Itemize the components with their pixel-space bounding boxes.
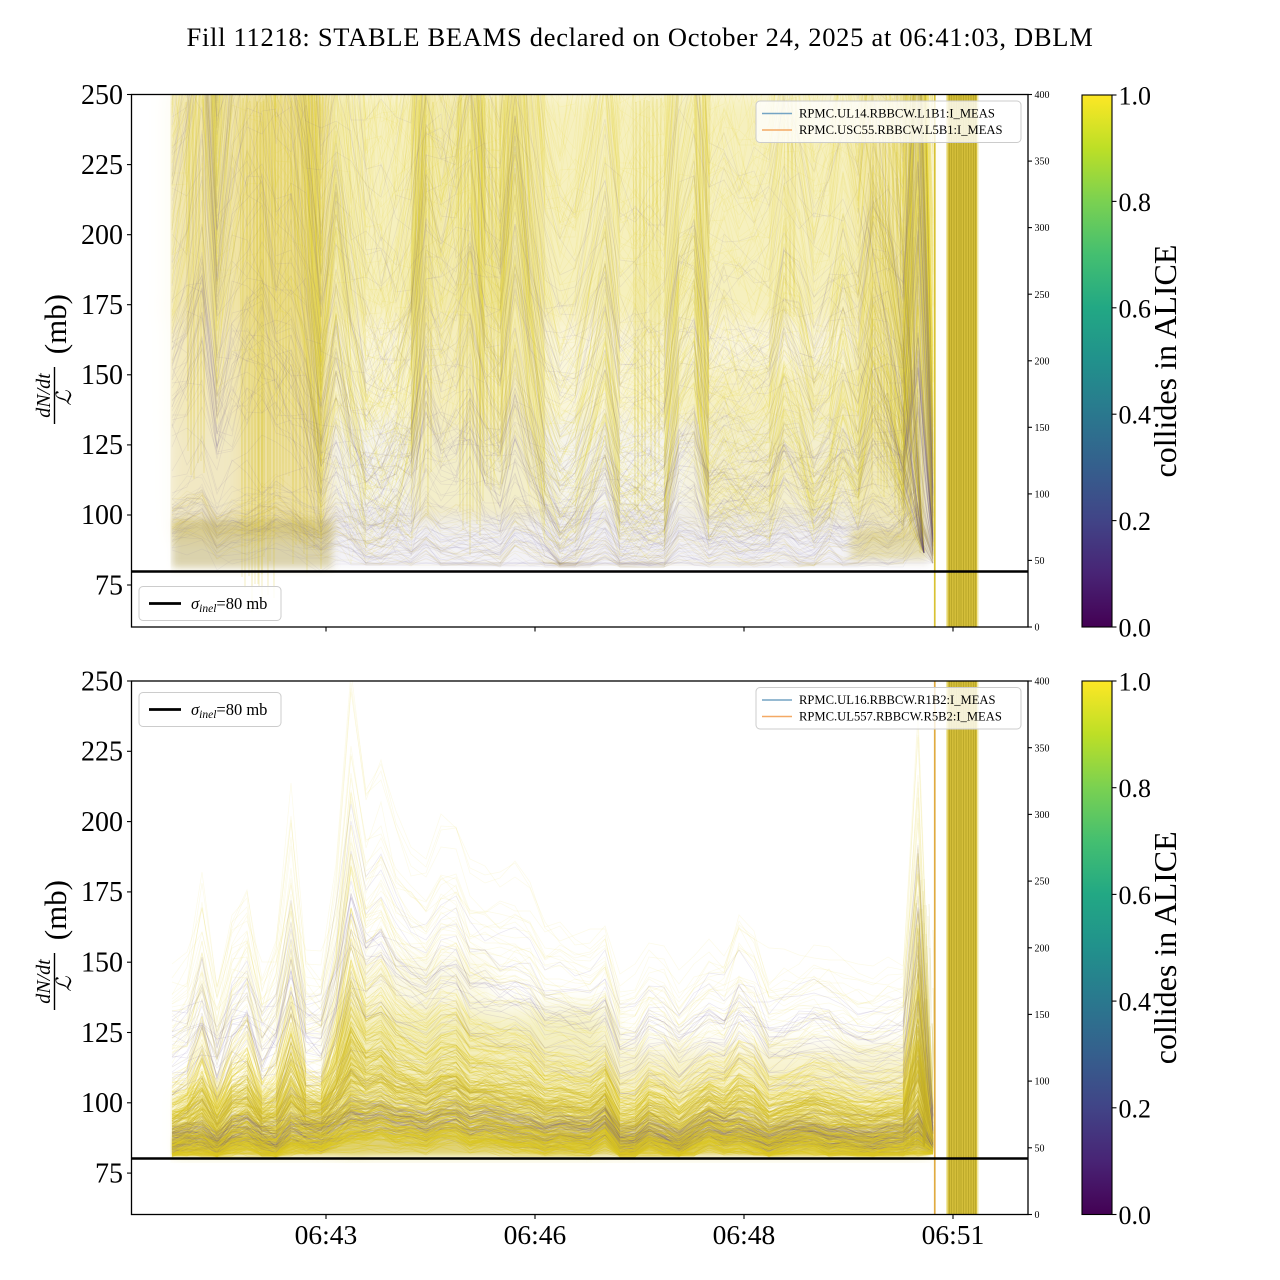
svg-text:250: 250 [1035, 290, 1050, 301]
svg-text:175: 175 [81, 290, 123, 321]
svg-text:06:46: 06:46 [504, 1219, 567, 1250]
svg-text:100: 100 [81, 500, 123, 531]
svg-text:0: 0 [1035, 623, 1040, 634]
svg-text:225: 225 [81, 737, 123, 768]
svg-text:0.6: 0.6 [1119, 294, 1152, 323]
svg-text:(mb): (mb) [38, 880, 73, 948]
svg-text:collides in ALICE: collides in ALICE [1147, 245, 1183, 478]
svg-text:200: 200 [81, 220, 123, 251]
svg-text:0.8: 0.8 [1119, 774, 1152, 803]
svg-text:100: 100 [1035, 1077, 1050, 1088]
svg-text:Fill 11218: STABLE BEAMS decla: Fill 11218: STABLE BEAMS declared on Oct… [187, 22, 1094, 52]
svg-text:ℒ: ℒ [52, 390, 76, 406]
svg-text:100: 100 [1035, 490, 1050, 501]
svg-text:1.0: 1.0 [1119, 82, 1152, 111]
svg-text:collides in ALICE: collides in ALICE [1147, 831, 1183, 1064]
svg-text:250: 250 [81, 80, 123, 111]
svg-text:RPMC.UL557.RBBCW.R5B2:I_MEAS: RPMC.UL557.RBBCW.R5B2:I_MEAS [799, 710, 1002, 724]
svg-text:175: 175 [81, 877, 123, 908]
svg-text:0.4: 0.4 [1119, 988, 1152, 1017]
svg-text:125: 125 [81, 1018, 123, 1049]
svg-text:0.0: 0.0 [1119, 1201, 1152, 1230]
svg-text:ℒ: ℒ [52, 976, 76, 992]
svg-text:dN/dt: dN/dt [33, 373, 55, 418]
svg-text:σinel=80 mb: σinel=80 mb [191, 594, 267, 615]
svg-text:250: 250 [1035, 877, 1050, 888]
svg-text:0.8: 0.8 [1119, 188, 1152, 217]
svg-text:dN/dt: dN/dt [33, 959, 55, 1004]
svg-text:75: 75 [95, 1158, 123, 1189]
svg-text:50: 50 [1035, 1143, 1045, 1154]
svg-text:100: 100 [81, 1088, 123, 1119]
svg-text:150: 150 [1035, 423, 1050, 434]
svg-text:RPMC.UL14.RBBCW.L1B1:I_MEAS: RPMC.UL14.RBBCW.L1B1:I_MEAS [799, 107, 995, 121]
svg-text:06:43: 06:43 [295, 1219, 358, 1250]
svg-text:σinel=80 mb: σinel=80 mb [191, 700, 267, 721]
svg-text:06:51: 06:51 [922, 1219, 985, 1250]
svg-text:400: 400 [1035, 677, 1050, 688]
svg-text:0: 0 [1035, 1210, 1040, 1221]
svg-text:75: 75 [95, 570, 123, 601]
svg-text:150: 150 [81, 360, 123, 391]
svg-text:150: 150 [81, 948, 123, 979]
svg-text:200: 200 [1035, 356, 1050, 367]
svg-text:0.2: 0.2 [1119, 507, 1152, 536]
svg-text:1.0: 1.0 [1119, 668, 1152, 697]
svg-text:0.0: 0.0 [1119, 614, 1152, 643]
svg-text:225: 225 [81, 150, 123, 181]
svg-text:50: 50 [1035, 556, 1045, 567]
svg-text:RPMC.USC55.RBBCW.L5B1:I_MEAS: RPMC.USC55.RBBCW.L5B1:I_MEAS [799, 123, 1003, 137]
svg-text:0.6: 0.6 [1119, 881, 1152, 910]
svg-text:300: 300 [1035, 810, 1050, 821]
svg-text:125: 125 [81, 430, 123, 461]
svg-text:RPMC.UL16.RBBCW.R1B2:I_MEAS: RPMC.UL16.RBBCW.R1B2:I_MEAS [799, 693, 996, 707]
svg-text:0.2: 0.2 [1119, 1094, 1152, 1123]
svg-text:400: 400 [1035, 90, 1050, 101]
svg-text:350: 350 [1035, 743, 1050, 754]
svg-text:(mb): (mb) [38, 294, 73, 362]
svg-text:350: 350 [1035, 157, 1050, 168]
svg-text:250: 250 [81, 666, 123, 697]
svg-text:300: 300 [1035, 223, 1050, 234]
svg-text:200: 200 [81, 807, 123, 838]
svg-text:06:48: 06:48 [713, 1219, 776, 1250]
svg-text:200: 200 [1035, 943, 1050, 954]
svg-text:0.4: 0.4 [1119, 401, 1152, 430]
svg-text:150: 150 [1035, 1010, 1050, 1021]
